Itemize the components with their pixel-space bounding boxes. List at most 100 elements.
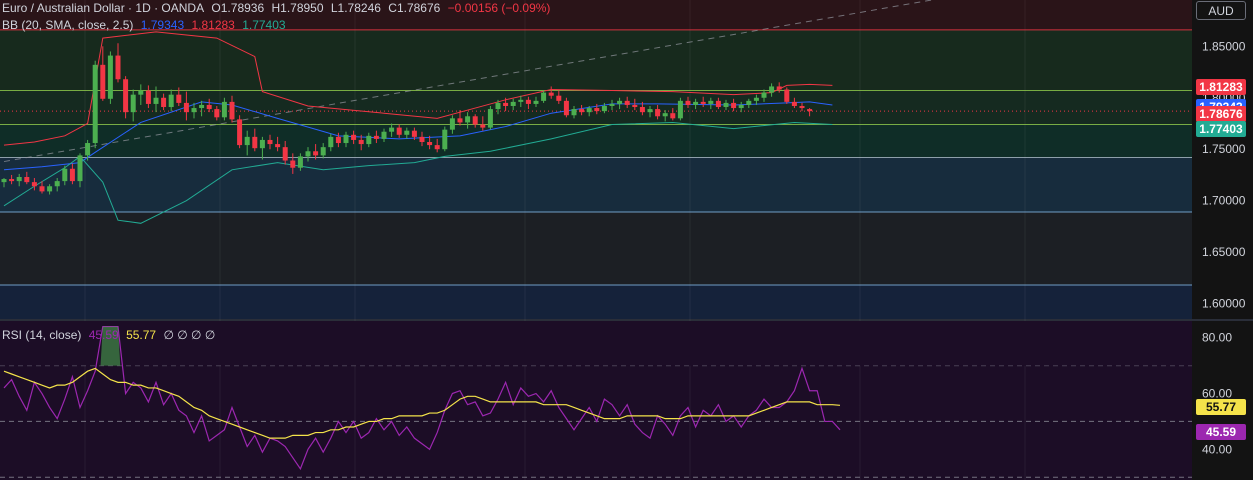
candle-body xyxy=(556,95,562,101)
candle-body xyxy=(769,86,775,93)
candle-body xyxy=(693,101,699,105)
candle xyxy=(115,43,121,83)
candle-body xyxy=(161,97,167,108)
candle xyxy=(738,101,744,113)
candle-body xyxy=(465,116,471,123)
candle xyxy=(571,105,577,119)
candle-body xyxy=(609,103,615,106)
candle xyxy=(708,97,714,110)
candle xyxy=(776,82,782,93)
price-zone xyxy=(0,124,1192,158)
price-zone xyxy=(0,285,1192,319)
candle-body xyxy=(145,90,151,104)
candle xyxy=(404,127,410,139)
candle-body xyxy=(617,100,623,104)
rsi-value: 45.59 xyxy=(88,328,119,342)
candle xyxy=(442,126,448,152)
candle-body xyxy=(191,108,197,113)
candle xyxy=(191,102,197,119)
candle xyxy=(130,89,136,122)
last-price-badge: 1.78676 xyxy=(1196,106,1246,123)
symbol-title[interactable]: Euro / Australian Dollar · 1D · OANDA xyxy=(2,1,205,15)
candle xyxy=(662,110,668,122)
candle-body xyxy=(366,135,372,145)
price-tick-label: 1.60000 xyxy=(1202,297,1246,311)
candle-body xyxy=(183,102,189,113)
candle xyxy=(123,76,129,119)
currency-label[interactable]: AUD xyxy=(1196,1,1246,20)
candle-body xyxy=(16,176,22,182)
candle xyxy=(624,96,630,109)
candle xyxy=(62,165,68,186)
candle-body xyxy=(214,109,220,118)
candle xyxy=(533,96,539,108)
price-zone xyxy=(0,211,1192,286)
candle xyxy=(214,105,220,121)
candle xyxy=(85,139,91,161)
candle-body xyxy=(639,107,645,113)
candle-body xyxy=(571,109,577,116)
bb-legend[interactable]: BB (20, SMA, close, 2.5) 1.79343 1.81283… xyxy=(2,18,290,32)
candle xyxy=(556,90,562,104)
candle xyxy=(487,105,493,130)
candle xyxy=(161,93,167,111)
open-value: O1.78936 xyxy=(211,1,265,15)
candle xyxy=(16,173,22,187)
candle-body xyxy=(39,186,45,192)
candle xyxy=(700,96,706,108)
rsi-legend[interactable]: RSI (14, close) 45.59 55.77 ∅ ∅ ∅ ∅ xyxy=(2,328,219,342)
candle xyxy=(693,98,699,110)
candle-body xyxy=(290,160,296,168)
candle xyxy=(320,143,326,159)
rsi-extras: ∅ ∅ ∅ ∅ xyxy=(163,328,216,342)
candle-body xyxy=(305,151,311,157)
close-value: C1.78676 xyxy=(388,1,441,15)
price-zone xyxy=(0,90,1192,125)
low-value: L1.78246 xyxy=(330,1,381,15)
candle xyxy=(47,184,53,195)
candle-body xyxy=(404,130,410,135)
candle-body xyxy=(221,101,227,118)
candle xyxy=(434,138,440,153)
candle xyxy=(655,104,661,120)
candle xyxy=(305,147,311,162)
candle-body xyxy=(31,182,37,187)
candle-body xyxy=(738,104,744,109)
candle xyxy=(541,90,547,103)
candle-body xyxy=(351,134,357,140)
price-tick-label: 1.85000 xyxy=(1202,39,1246,53)
candle-body xyxy=(47,186,53,192)
candle-body xyxy=(244,136,250,146)
candle-body xyxy=(9,179,15,182)
candle xyxy=(297,153,303,171)
candle xyxy=(791,97,797,109)
candle xyxy=(221,97,227,121)
candle xyxy=(107,51,113,104)
candle-body xyxy=(708,100,714,104)
lower-band-badge: 1.77403 xyxy=(1196,120,1246,137)
candle-body xyxy=(784,89,790,102)
candle-body xyxy=(335,136,341,144)
candle-body xyxy=(548,92,554,96)
candle-body xyxy=(487,109,493,128)
candle xyxy=(92,60,98,149)
candle xyxy=(419,131,425,147)
candle-body xyxy=(442,129,448,150)
candle-body xyxy=(723,102,729,108)
price-tick-label: 1.65000 xyxy=(1202,245,1246,259)
price-zone xyxy=(0,157,1192,212)
candle xyxy=(579,104,585,116)
rsi-tick-label: 40.00 xyxy=(1202,442,1232,456)
candle-body xyxy=(381,131,387,139)
candle xyxy=(267,134,273,150)
candle xyxy=(670,108,676,121)
candle-body xyxy=(24,176,30,183)
candle xyxy=(647,105,653,118)
bb-lower-value: 1.77403 xyxy=(242,18,286,32)
candle xyxy=(100,46,106,101)
candle xyxy=(632,98,638,111)
candle-body xyxy=(176,94,182,103)
candle-body xyxy=(685,100,691,105)
